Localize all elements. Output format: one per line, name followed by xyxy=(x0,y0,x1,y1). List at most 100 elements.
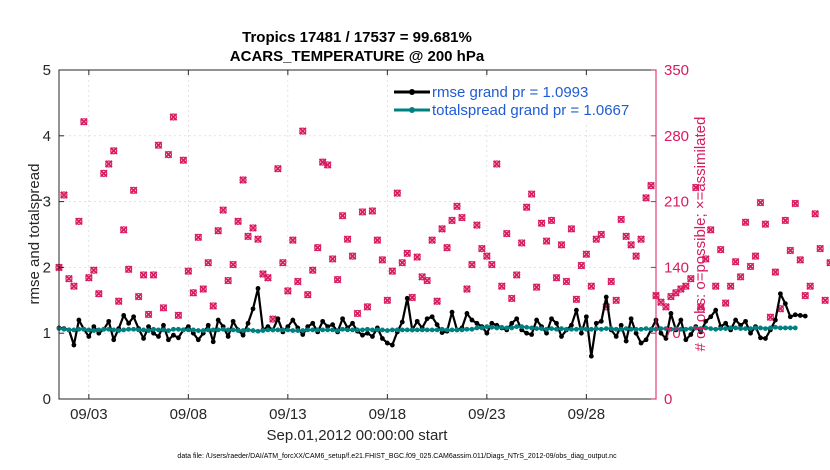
totalspread-point xyxy=(773,324,778,330)
totalspread-point xyxy=(758,325,763,331)
obs-assimilated-point xyxy=(522,203,531,212)
obs-possible-point xyxy=(110,147,118,155)
rmse-point xyxy=(554,320,559,326)
totalspread-point xyxy=(708,326,714,331)
obs-assimilated-point xyxy=(721,299,730,307)
obs-assimilated-point xyxy=(453,202,461,211)
totalspread-point xyxy=(474,325,480,331)
rmse-point xyxy=(195,337,201,343)
totalspread-point xyxy=(379,327,385,333)
obs-possible-point xyxy=(756,198,765,207)
y-left-tick-label: 4 xyxy=(43,128,51,145)
obs-assimilated-point xyxy=(696,303,705,311)
rmse-point xyxy=(370,334,375,339)
obs-assimilated-point xyxy=(353,309,362,318)
rmse-point xyxy=(205,322,211,328)
obs-assimilated-point xyxy=(229,260,237,269)
obs-possible-point xyxy=(95,290,103,298)
rmse-point xyxy=(787,314,793,320)
totalspread-point xyxy=(623,326,629,331)
totalspread-point xyxy=(310,327,316,333)
rmse-point xyxy=(777,291,783,297)
totalspread-point xyxy=(205,327,211,333)
rmse-point xyxy=(424,316,430,322)
rmse-point xyxy=(320,318,326,324)
totalspread-point xyxy=(469,326,475,332)
rmse-point xyxy=(638,340,644,346)
totalspread-point xyxy=(295,328,301,333)
obs-assimilated-point xyxy=(219,206,228,214)
obs-possible-point xyxy=(438,225,446,233)
obs-assimilated-point xyxy=(771,268,780,276)
totalspread-point xyxy=(121,327,127,333)
totalspread-point xyxy=(81,326,87,332)
obs-assimilated-point xyxy=(164,150,173,159)
rmse-point xyxy=(96,330,102,336)
obs-assimilated-point xyxy=(781,216,790,225)
rmse-point xyxy=(429,314,435,320)
obs-assimilated-point xyxy=(627,241,635,249)
totalspread-point xyxy=(738,326,743,331)
obs-assimilated-point xyxy=(622,232,630,241)
obs-possible-point xyxy=(458,213,466,222)
obs-possible-point xyxy=(239,176,247,184)
obs-assimilated-point xyxy=(328,255,337,263)
obs-assimilated-point xyxy=(502,229,511,238)
obs-possible-point xyxy=(791,199,799,208)
rmse-point xyxy=(275,316,281,322)
totalspread-point xyxy=(305,327,311,333)
totalspread-point xyxy=(126,326,132,332)
rmse-point xyxy=(738,322,743,328)
rmse-point xyxy=(748,330,753,336)
obs-possible-point xyxy=(523,203,531,211)
obs-possible-point xyxy=(801,292,809,300)
obs-assimilated-point xyxy=(184,267,193,275)
totalspread-point xyxy=(414,327,420,333)
rmse-point xyxy=(330,322,336,328)
legend-spread-marker xyxy=(409,107,415,113)
y-right-tick-label: 140 xyxy=(664,259,689,276)
rmse-point xyxy=(379,336,385,341)
obs-possible-point xyxy=(478,245,486,253)
totalspread-point xyxy=(404,327,410,333)
obs-assimilated-point xyxy=(761,220,770,228)
totalspread-point xyxy=(429,327,435,333)
totalspread-point xyxy=(718,326,724,331)
totalspread-point xyxy=(688,326,694,331)
totalspread-point xyxy=(71,327,77,333)
obs-assimilated-point xyxy=(557,241,566,249)
totalspread-point xyxy=(459,327,465,333)
obs-possible-point xyxy=(343,235,352,243)
obs-possible-point xyxy=(587,282,595,290)
obs-assimilated-point xyxy=(214,226,223,235)
totalspread-point xyxy=(101,326,107,332)
obs-assimilated-point xyxy=(109,147,118,155)
totalspread-point xyxy=(613,326,619,332)
obs-possible-point xyxy=(821,296,829,304)
rmse-point xyxy=(399,319,405,325)
obs-possible-point xyxy=(722,299,730,307)
obs-assimilated-point xyxy=(438,225,446,233)
totalspread-point xyxy=(683,326,689,332)
obs-possible-point xyxy=(194,233,202,241)
obs-assimilated-point xyxy=(139,271,148,279)
totalspread-point xyxy=(424,327,430,333)
x-tick-label: 09/08 xyxy=(170,406,208,423)
obs-possible-point xyxy=(413,253,421,261)
totalspread-point xyxy=(519,324,525,330)
rmse-point xyxy=(578,330,584,336)
totalspread-point xyxy=(787,325,793,331)
totalspread-point xyxy=(270,327,276,333)
obs-possible-point xyxy=(214,227,222,235)
obs-assimilated-point xyxy=(617,215,626,224)
obs-assimilated-point xyxy=(323,161,332,169)
obs-assimilated-point xyxy=(582,250,591,259)
obs-assimilated-point xyxy=(751,252,760,260)
rmse-point xyxy=(792,312,798,318)
totalspread-point xyxy=(753,325,758,331)
obs-assimilated-point xyxy=(293,277,302,286)
obs-possible-point xyxy=(363,303,372,311)
totalspread-point xyxy=(66,327,72,333)
obs-possible-point xyxy=(393,189,401,197)
totalspread-point xyxy=(509,325,515,331)
